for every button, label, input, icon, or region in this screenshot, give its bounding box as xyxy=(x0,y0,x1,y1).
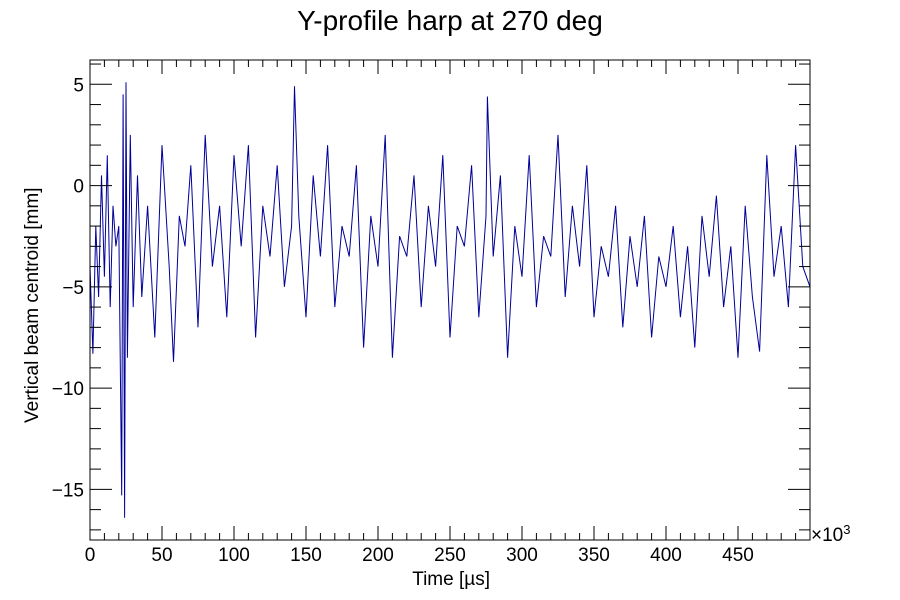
x-tick-label: 350 xyxy=(578,545,610,566)
x-axis-label: Time [µs] xyxy=(412,569,490,590)
x-tick-label: 400 xyxy=(650,545,682,566)
y-tick-label: 0 xyxy=(73,177,84,198)
y-tick-label: −15 xyxy=(52,480,84,501)
x-tick-label: 300 xyxy=(506,545,538,566)
y-tick-label: 5 xyxy=(73,75,84,96)
chart-title: Y-profile harp at 270 deg xyxy=(297,5,603,36)
x-tick-label: 450 xyxy=(722,545,754,566)
x-tick-label: 250 xyxy=(434,545,466,566)
x-tick-label: 200 xyxy=(362,545,394,566)
y-axis: −15 −10 −5 0 5 xyxy=(52,63,810,531)
x-tick-label: 100 xyxy=(218,545,250,566)
x-axis-multiplier: ×103 xyxy=(811,522,850,546)
x-tick-label: 0 xyxy=(85,545,96,566)
x-tick-label: 150 xyxy=(290,545,322,566)
data-series-line xyxy=(89,82,811,518)
plot-area xyxy=(89,82,811,518)
y-axis-label: Vertical beam centroid [mm] xyxy=(22,188,43,423)
y-tick-label: −10 xyxy=(52,379,84,400)
y-tick-label: −5 xyxy=(62,278,84,299)
x-tick-label: 50 xyxy=(151,545,172,566)
plot-frame xyxy=(89,59,811,541)
x-axis: 0 50 100 150 200 250 300 350 400 450 xyxy=(85,60,797,566)
